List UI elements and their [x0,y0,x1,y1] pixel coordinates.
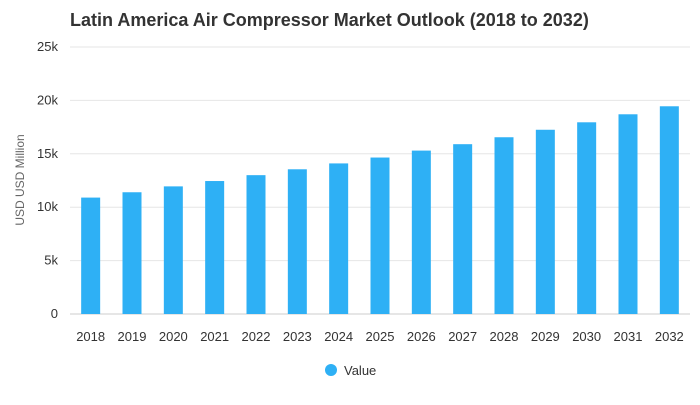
bar-2027[interactable] [453,144,473,314]
bar-2020[interactable] [163,186,183,314]
y-tick-label: 5k [44,253,58,268]
bar-2026[interactable] [411,150,431,314]
legend-label-value: Value [344,363,376,378]
y-axis-label: USD USD Million [13,134,27,225]
x-tick-label: 2018 [76,329,105,344]
x-tick-label: 2025 [366,329,395,344]
x-tick-label: 2031 [614,329,643,344]
x-tick-label: 2027 [448,329,477,344]
bar-2029[interactable] [535,129,555,314]
y-tick-label: 25k [37,39,58,54]
bar-2019[interactable] [122,192,142,314]
x-tick-label: 2019 [118,329,147,344]
bar-2031[interactable] [618,114,638,314]
x-tick-label: 2029 [531,329,560,344]
bar-2023[interactable] [287,169,307,314]
x-tick-label: 2023 [283,329,312,344]
x-axis-ticks: 2018 2019 2020 2021 2022 2023 2024 2025 2026 2027… [76,329,684,344]
x-tick-label: 2032 [655,329,684,344]
x-tick-label: 2024 [324,329,353,344]
x-tick-label: 2030 [572,329,601,344]
y-tick-label: 0 [51,306,58,321]
bar-2032[interactable] [659,106,679,314]
y-tick-label: 10k [37,199,58,214]
bar-2022[interactable] [246,175,266,314]
y-tick-label: 20k [37,92,58,107]
x-tick-label: 2022 [242,329,271,344]
bar-2024[interactable] [329,163,349,314]
bar-2021[interactable] [205,181,225,314]
x-tick-label: 2021 [200,329,229,344]
y-axis-ticks: 0 5k 10k 15k 20k 25k [37,39,58,321]
legend-marker [325,364,337,376]
x-tick-label: 2026 [407,329,436,344]
bar-2025[interactable] [370,157,390,314]
bar-2028[interactable] [494,137,514,314]
x-tick-label: 2020 [159,329,188,344]
y-tick-label: 15k [37,146,58,161]
bar-2030[interactable] [577,122,597,314]
x-tick-label: 2028 [490,329,519,344]
bar-2018[interactable] [81,197,101,314]
legend[interactable]: Value [325,363,376,378]
bars [81,106,679,314]
chart-title: Latin America Air Compressor Market Outl… [70,10,589,30]
